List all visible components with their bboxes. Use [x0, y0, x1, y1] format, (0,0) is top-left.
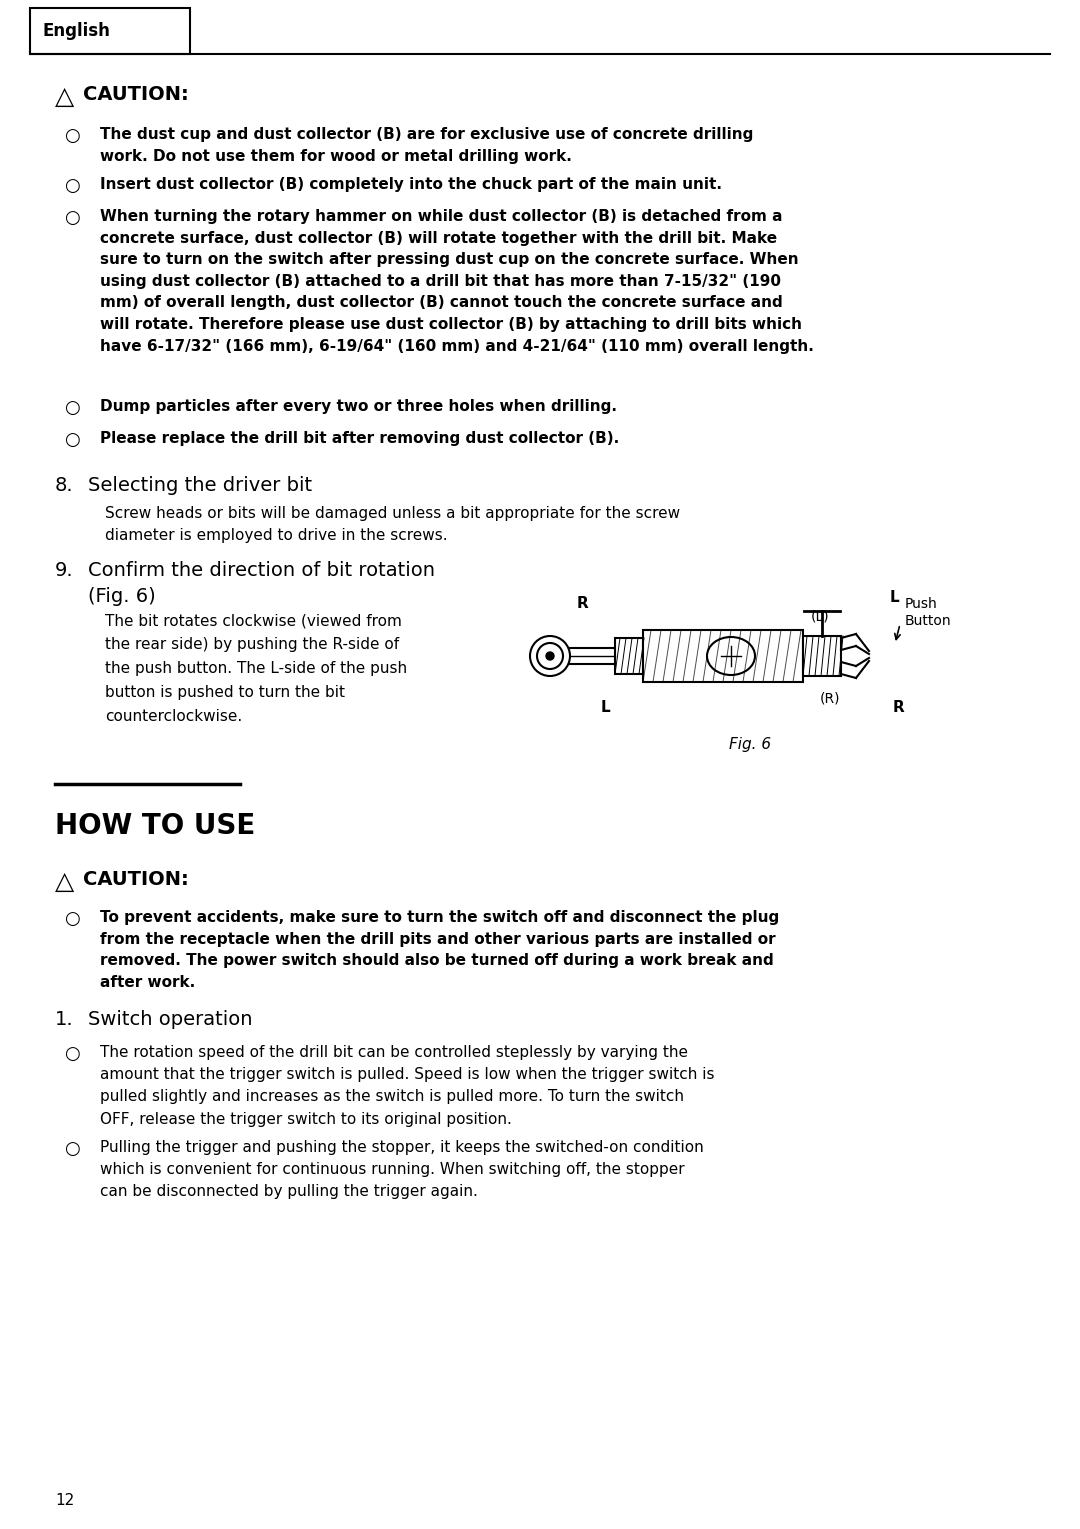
Text: Dump particles after every two or three holes when drilling.: Dump particles after every two or three …: [100, 399, 617, 414]
Text: The rotation speed of the drill bit can be controlled steplessly by varying the
: The rotation speed of the drill bit can …: [100, 1044, 715, 1127]
Text: Fig. 6: Fig. 6: [729, 737, 771, 751]
Text: 9.: 9.: [55, 561, 73, 579]
Text: When turning the rotary hammer on while dust collector (B) is detached from a
co: When turning the rotary hammer on while …: [100, 209, 814, 353]
Text: ○: ○: [64, 177, 80, 196]
Text: Button: Button: [905, 615, 951, 628]
Text: Pulling the trigger and pushing the stopper, it keeps the switched-on condition
: Pulling the trigger and pushing the stop…: [100, 1141, 704, 1199]
Bar: [804, 636, 841, 676]
Text: English: English: [42, 21, 110, 40]
Text: ○: ○: [64, 431, 80, 450]
Text: HOW TO USE: HOW TO USE: [55, 812, 255, 839]
Ellipse shape: [707, 638, 755, 674]
Text: Confirm the direction of bit rotation
(Fig. 6): Confirm the direction of bit rotation (F…: [87, 561, 435, 607]
Text: Switch operation: Switch operation: [87, 1011, 253, 1029]
Text: Please replace the drill bit after removing dust collector (B).: Please replace the drill bit after remov…: [100, 431, 619, 446]
Text: △: △: [55, 870, 75, 894]
Text: L: L: [890, 590, 900, 605]
Text: CAUTION:: CAUTION:: [83, 870, 189, 888]
Bar: [30, 8, 190, 54]
Text: ○: ○: [64, 1141, 80, 1157]
Text: R: R: [892, 700, 904, 716]
Text: Insert dust collector (B) completely into the chuck part of the main unit.: Insert dust collector (B) completely int…: [100, 177, 723, 193]
Text: ○: ○: [64, 399, 80, 417]
Text: △: △: [55, 86, 75, 109]
Text: R: R: [576, 596, 588, 612]
Text: To prevent accidents, make sure to turn the switch off and disconnect the plug
f: To prevent accidents, make sure to turn …: [100, 910, 780, 989]
Text: 1.: 1.: [55, 1011, 73, 1029]
Text: The dust cup and dust collector (B) are for exclusive use of concrete drilling
w: The dust cup and dust collector (B) are …: [100, 127, 754, 164]
Text: ○: ○: [64, 209, 80, 226]
Text: The bit rotates clockwise (viewed from
the rear side) by pushing the R-side of
t: The bit rotates clockwise (viewed from t…: [105, 613, 407, 725]
Text: (L): (L): [811, 609, 829, 622]
Text: Selecting the driver bit: Selecting the driver bit: [87, 476, 312, 495]
Text: ○: ○: [64, 910, 80, 928]
Bar: [615, 638, 643, 674]
Text: Screw heads or bits will be damaged unless a bit appropriate for the screw
diame: Screw heads or bits will be damaged unle…: [105, 506, 680, 543]
Text: CAUTION:: CAUTION:: [83, 86, 189, 104]
Text: 12: 12: [55, 1492, 75, 1508]
Text: 8.: 8.: [55, 476, 73, 495]
Bar: [643, 630, 804, 682]
Text: ○: ○: [64, 1044, 80, 1063]
Text: ○: ○: [64, 127, 80, 145]
Circle shape: [546, 651, 554, 661]
Text: (R): (R): [820, 691, 840, 705]
Text: Push: Push: [905, 596, 937, 612]
Text: L: L: [600, 700, 610, 716]
